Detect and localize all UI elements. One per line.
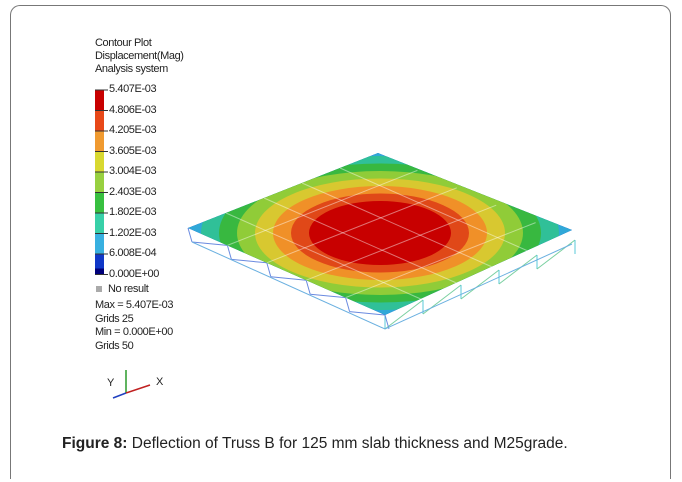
truss-member <box>188 228 192 242</box>
header-line: Displacement(Mag) <box>95 50 184 63</box>
legend-label: 4.806E-03 <box>109 104 156 117</box>
no-result: No result <box>108 283 148 296</box>
legend-label: 3.605E-03 <box>109 145 156 158</box>
no-result-swatch <box>96 286 102 292</box>
legend-label: 2.403E-03 <box>109 186 156 199</box>
axis-x <box>126 385 150 393</box>
legend-label: 1.802E-03 <box>109 206 156 219</box>
stat-line: Min = 0.000E+00 <box>95 326 173 339</box>
truss-member <box>306 280 310 294</box>
legend-band <box>95 90 104 111</box>
truss-member <box>537 240 575 269</box>
axis-z <box>113 393 126 398</box>
legend-band <box>95 111 104 132</box>
stat-line: Max = 5.407E-03 <box>95 299 173 312</box>
legend-band <box>95 213 104 234</box>
legend-band <box>95 193 104 214</box>
stat-line: Grids 25 <box>95 313 133 326</box>
axis-y-label: Y <box>107 377 114 390</box>
caption: Figure 8: Deflection of Truss B for 125 … <box>62 432 618 455</box>
legend-band <box>95 172 104 193</box>
legend-band <box>95 234 104 255</box>
axis-x-label: X <box>156 376 163 389</box>
legend-label: 4.205E-03 <box>109 124 156 137</box>
contour-band <box>309 201 451 265</box>
plate <box>165 141 595 325</box>
legend-label: 1.202E-03 <box>109 227 156 240</box>
truss-member <box>227 245 231 259</box>
truss-member <box>346 298 350 312</box>
truss-member <box>267 263 271 277</box>
stat-line: Grids 50 <box>95 340 133 353</box>
page: Contour PlotDisplacement(Mag)Analysis sy… <box>0 0 682 482</box>
legend-label: 3.004E-03 <box>109 165 156 178</box>
legend-label: 6.008E-04 <box>109 247 156 260</box>
caption-label: Figure 8: <box>62 435 127 452</box>
legend-label: 0.000E+00 <box>109 268 159 281</box>
legend-label: 5.407E-03 <box>109 83 156 96</box>
legend-band <box>95 269 104 275</box>
legend-band <box>95 152 104 173</box>
caption-text: Deflection of Truss B for 125 mm slab th… <box>132 435 568 452</box>
header-line: Contour Plot <box>95 37 151 50</box>
header-line: Analysis system <box>95 63 168 76</box>
legend-band <box>95 131 104 152</box>
